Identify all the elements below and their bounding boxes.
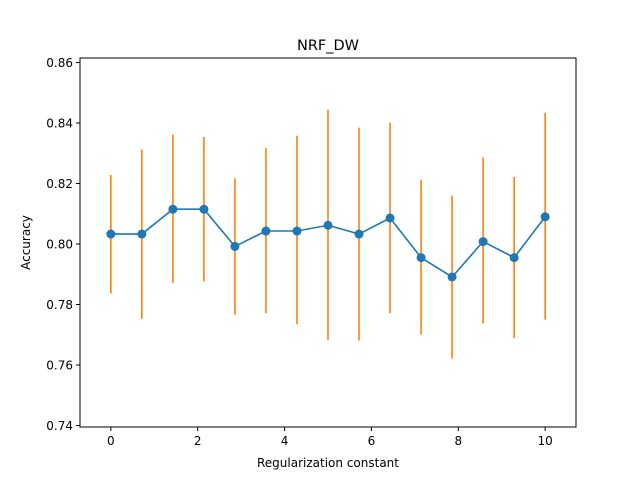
y-tick-label: 0.84 <box>46 117 73 131</box>
y-tick-label: 0.82 <box>46 177 73 191</box>
data-point <box>416 253 426 263</box>
y-tick-label: 0.76 <box>46 358 73 372</box>
x-tick-label: 0 <box>107 434 115 448</box>
y-tick-label: 0.78 <box>46 298 73 312</box>
chart-title: NRF_DW <box>297 38 359 54</box>
data-point <box>447 272 457 282</box>
data-point <box>292 226 302 236</box>
x-tick-label: 6 <box>368 434 376 448</box>
plot-frame <box>79 57 577 428</box>
x-tick-label: 8 <box>454 434 462 448</box>
x-tick-label: 2 <box>194 434 202 448</box>
y-tick-label: 0.74 <box>46 419 73 433</box>
y-axis-label: Accuracy <box>19 215 33 270</box>
data-point <box>261 226 271 236</box>
x-tick-label: 10 <box>538 434 553 448</box>
data-point <box>509 253 519 263</box>
x-axis: 0 2 4 6 8 10 <box>107 427 553 448</box>
data-point <box>106 229 116 239</box>
data-point <box>199 204 209 214</box>
data-point <box>230 241 240 251</box>
y-axis: 0.74 0.76 0.78 0.80 0.82 0.84 0.86 <box>46 56 80 433</box>
data-point <box>478 237 488 247</box>
data-point <box>385 213 395 223</box>
data-point <box>540 212 550 222</box>
y-tick-label: 0.86 <box>46 56 73 70</box>
x-axis-label: Regularization constant <box>257 456 399 470</box>
data-point <box>137 229 147 239</box>
series <box>106 204 550 282</box>
y-tick-label: 0.80 <box>46 238 73 252</box>
data-point <box>323 220 333 230</box>
x-tick-label: 4 <box>281 434 289 448</box>
data-point <box>168 204 178 214</box>
data-point <box>354 229 364 239</box>
